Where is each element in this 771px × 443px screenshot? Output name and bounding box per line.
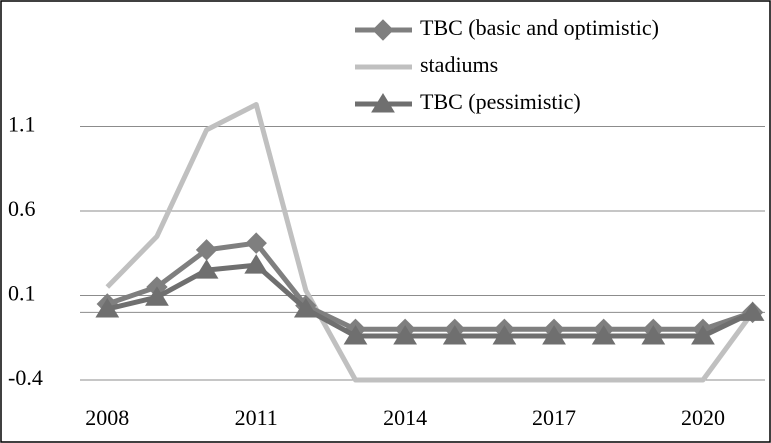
x-tick-label: 2011 [235,405,278,430]
marker [542,325,566,345]
y-tick-label: 1.1 [8,112,36,137]
marker [371,93,395,113]
marker [293,298,318,318]
x-tick-label: 2008 [85,405,129,430]
marker [343,325,368,345]
marker [740,301,765,321]
x-tick-label: 2014 [383,405,427,430]
marker [492,325,517,345]
marker [145,286,169,306]
legend-label: TBC (basic and optimistic) [420,15,659,40]
marker [194,259,219,279]
marker [245,232,267,254]
marker [691,325,715,345]
y-tick-label: 0.6 [8,196,36,221]
marker [95,298,120,318]
y-tick-label: 0.1 [8,281,36,306]
marker [591,325,616,345]
series-line [105,102,755,383]
y-tick-label: -0.4 [8,365,43,390]
legend-label: stadiums [420,52,498,77]
x-tick-label: 2017 [532,405,576,430]
marker [641,325,666,345]
x-tick-label: 2020 [681,405,725,430]
legend-label: TBC (pessimistic) [420,89,581,114]
series-line [106,262,754,339]
marker [244,254,269,274]
marker [372,19,394,41]
marker [442,325,467,345]
marker [393,325,418,345]
